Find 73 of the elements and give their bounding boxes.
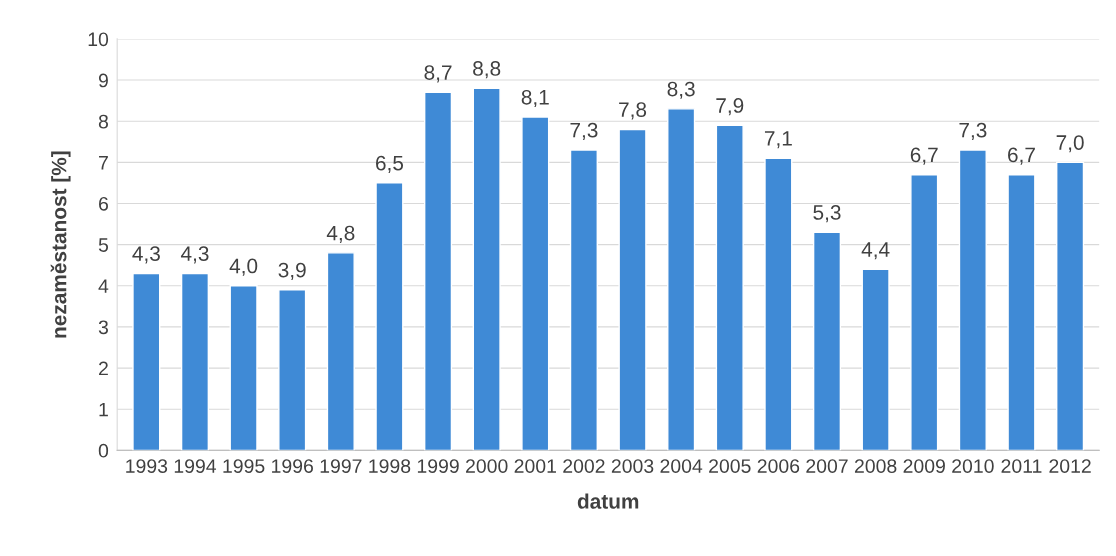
data-label: 6,7: [1008, 147, 1035, 165]
bar: [958, 149, 987, 451]
y-tick-label: 2: [99, 361, 108, 376]
bar: [569, 149, 598, 451]
data-label: 8,3: [667, 81, 695, 99]
y-tick-label: 1: [99, 402, 108, 417]
bar: [326, 252, 355, 451]
bar: [667, 108, 696, 451]
x-tick-label: 1997: [320, 459, 362, 473]
data-label: 7,0: [1056, 135, 1084, 153]
bar: [229, 285, 258, 451]
bar: [375, 182, 404, 451]
y-tick-label: 0: [98, 443, 109, 458]
data-label: 7,8: [619, 102, 647, 120]
x-tick-label: 1994: [174, 459, 217, 473]
y-tick-label: 6: [99, 196, 108, 211]
bar: [861, 268, 890, 451]
x-tick-label: 1996: [272, 459, 313, 473]
x-tick-label: 1998: [369, 459, 411, 473]
y-tick-label: 8: [98, 114, 108, 129]
y-tick-label: 7: [99, 156, 108, 170]
bar: [1007, 174, 1036, 451]
bar: [812, 231, 842, 451]
data-label: 8,1: [521, 89, 549, 108]
x-tick-label: 2002: [563, 459, 605, 473]
bar: [423, 91, 453, 451]
data-label: 4,3: [180, 246, 209, 264]
x-tick-label: 2005: [709, 459, 751, 473]
x-axis-title: datum: [577, 493, 639, 509]
x-tick-label: 2007: [806, 459, 848, 473]
y-tick-label: 4: [98, 279, 109, 293]
y-tick-label: 3: [98, 320, 108, 335]
x-tick-label: 2011: [1001, 459, 1042, 473]
x-tick-label: 2010: [952, 459, 994, 473]
x-tick-label: 2012: [1049, 459, 1091, 473]
x-tick-label: 2003: [611, 459, 654, 473]
data-label: 7,9: [716, 98, 744, 116]
x-tick-label: 2006: [757, 459, 800, 473]
y-tick-label: 10: [88, 32, 109, 47]
bar: [910, 174, 939, 451]
y-axis-title: nezaměstanost [%]: [50, 151, 71, 338]
data-label: 3,9: [278, 262, 306, 280]
x-tick-label: 2000: [466, 459, 508, 473]
data-label: 4,3: [132, 246, 160, 264]
bar: [715, 124, 744, 451]
data-label: 8,7: [424, 65, 452, 83]
data-label: 7,3: [959, 122, 987, 141]
y-tick-label: 5: [98, 238, 109, 252]
data-label: 8,8: [473, 61, 501, 79]
bar: [180, 272, 210, 451]
x-tick-label: 2001: [514, 459, 556, 473]
bar: [764, 157, 793, 451]
bar: [472, 87, 501, 451]
bar: [1056, 161, 1085, 451]
bar: [521, 116, 550, 451]
bar: [618, 128, 647, 451]
x-tick-label: 2008: [854, 459, 897, 473]
data-label: 4,4: [861, 242, 890, 260]
bar: [278, 289, 307, 451]
bar: [132, 272, 161, 451]
x-tick-label: 1993: [126, 459, 168, 473]
data-label: 7,1: [764, 131, 792, 149]
data-label: 4,8: [326, 225, 355, 243]
data-label: 6,5: [376, 155, 404, 173]
x-tick-label: 2004: [660, 459, 703, 473]
data-label: 4,0: [229, 258, 258, 276]
data-label: 5,3: [813, 205, 841, 223]
y-tick-label: 9: [98, 73, 108, 88]
x-tick-label: 1995: [223, 459, 265, 473]
x-tick-label: 1999: [417, 459, 459, 473]
data-label: 6,7: [910, 147, 938, 165]
data-label: 7,3: [570, 122, 598, 141]
x-tick-label: 2009: [903, 459, 945, 473]
